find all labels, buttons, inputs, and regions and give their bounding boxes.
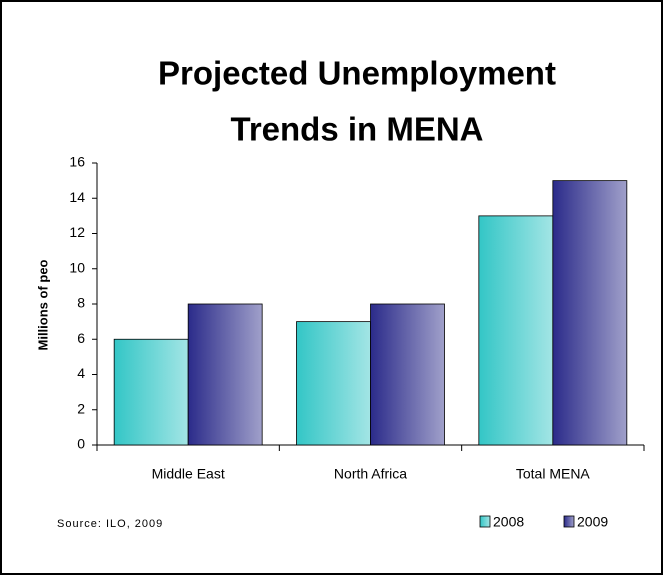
bar xyxy=(370,303,445,446)
x-tick-label: North Africa xyxy=(334,466,407,482)
y-axis-label: Millions of peo xyxy=(35,259,50,350)
legend-label: 2008 xyxy=(493,514,524,530)
chart-title: Projected Unemployment xyxy=(158,55,556,92)
y-tick-label: 8 xyxy=(77,295,85,311)
y-tick-label: 2 xyxy=(77,400,85,416)
bar xyxy=(478,215,554,446)
y-tick-label: 0 xyxy=(77,436,85,452)
y-tick-label: 14 xyxy=(69,189,85,205)
bar xyxy=(552,180,628,446)
chart-title: Trends in MENA xyxy=(230,111,483,148)
source-note: Source: ILO, 2009 xyxy=(57,518,163,530)
bar xyxy=(296,321,371,446)
y-tick-label: 4 xyxy=(77,365,85,381)
y-tick-label: 10 xyxy=(69,259,85,275)
bar xyxy=(187,303,263,446)
legend-swatch xyxy=(563,515,575,528)
x-tick-label: Total MENA xyxy=(516,466,591,482)
y-tick-label: 6 xyxy=(77,330,85,346)
legend-label: 2009 xyxy=(577,514,608,530)
bar xyxy=(113,338,189,446)
legend-swatch xyxy=(479,515,491,528)
y-tick-label: 12 xyxy=(69,224,85,240)
y-tick-label: 16 xyxy=(69,154,85,170)
x-tick-label: Middle East xyxy=(152,466,225,482)
